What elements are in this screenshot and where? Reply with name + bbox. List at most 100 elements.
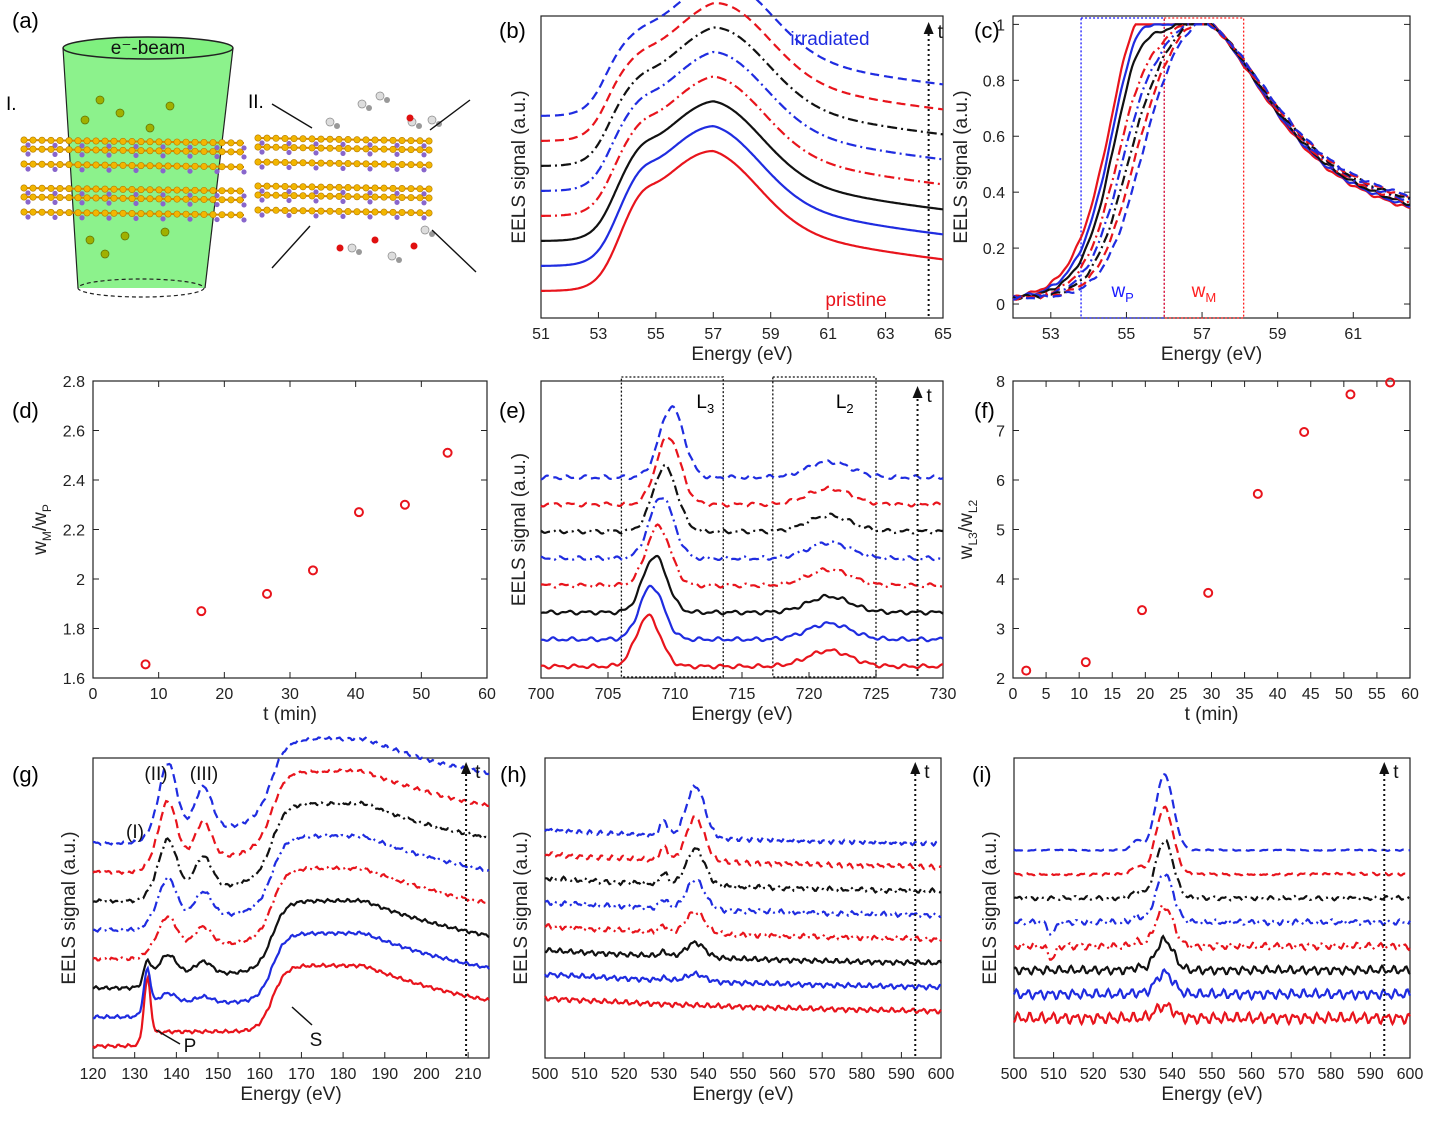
p-atom [254,182,262,190]
p-atom [101,137,109,145]
p-atom [173,186,181,194]
window-label-P: wP [1110,281,1133,305]
metal-atom [79,215,85,221]
metal-atom [214,201,220,208]
p-atom [263,206,271,214]
series-line-8 [540,0,944,117]
x-tick-label: 590 [888,1066,915,1083]
p-atom [20,145,28,153]
p-atom [218,139,226,147]
metal-atom [286,188,292,195]
series-line-7 [1013,805,1411,877]
p-atom [164,162,172,170]
p-atom [20,208,28,216]
metal-atom [340,189,346,196]
x-tick-label: 40 [347,686,365,703]
series-line-3 [544,939,942,967]
p-atom [299,192,307,200]
sulfur-atom [160,227,170,237]
p-atom [137,138,145,146]
p-atom [227,139,235,147]
p-atom [398,184,406,192]
p-atom [47,145,55,153]
p-atom [65,137,73,145]
p-atom [74,185,82,193]
p-atom [353,145,361,153]
series-line-7 [92,768,490,876]
p-atom [110,185,118,193]
p-atom [371,136,379,144]
p-atom [218,148,226,156]
p-atom [101,185,109,193]
data-point [1080,657,1091,668]
p-atom [146,162,154,170]
window-label-M: wM [1191,281,1217,305]
x-tick-label: 190 [371,1066,398,1083]
metal-atom [340,165,346,172]
x-axis-label: Energy (eV) [691,344,792,365]
series-line-2 [540,584,944,643]
p-atom [272,143,280,151]
time-arrow-head [461,762,472,774]
p-atom [281,134,289,142]
x-tick-label: 715 [729,686,756,703]
p-atom [362,136,370,144]
time-arrow-label: t [475,762,481,783]
p-atom [317,159,325,167]
metal-atom [241,154,247,160]
p-atom [182,195,190,203]
metal-atom [259,197,265,203]
p-atom [119,161,127,169]
metal-atom [160,201,166,207]
p-atom [65,209,73,217]
data-point [1299,426,1310,437]
x-tick-label: 130 [121,1066,148,1083]
p-atom [128,194,136,202]
annotation-irradiated: irradiated [790,29,869,50]
p-atom [83,161,91,169]
y-tick-label: 6 [996,473,1005,490]
p-atom [308,144,316,152]
series-line-7 [541,2,944,142]
x-tick-label: 570 [1278,1066,1305,1083]
series-line-7 [1012,23,1411,301]
p-atom [353,184,361,192]
metal-atom [259,188,265,194]
x-axis-label: Energy (eV) [692,1084,793,1105]
p-atom [353,160,361,168]
series-line-1 [541,149,944,292]
hydrocarbon-atom [356,249,362,255]
y-tick-label: 2 [76,572,85,589]
p-atom [155,147,163,155]
series-line-8 [544,784,942,848]
p-atom [272,182,280,190]
p-atom [83,194,91,202]
p-atom [92,161,100,169]
x-tick-label: 30 [281,686,299,703]
data-point [1252,488,1263,499]
p-atom [326,144,334,152]
p-atom [407,146,415,154]
series-line-1 [544,995,942,1016]
panel-label-d: (d) [12,398,39,423]
x-tick-label: 140 [163,1066,190,1083]
metal-atom [160,144,166,150]
p-atom [254,191,262,199]
metal-atom [394,199,400,205]
sulfur-atom [115,108,125,118]
panel-g: 120 130 140 150 160 170 180 190 200 210 Energy (eV… [59,735,490,1105]
p-atom [371,193,379,201]
x-axis-label: Energy (eV) [1161,344,1262,365]
x-tick-label: 0 [89,686,98,703]
p-atom [110,161,118,169]
metal-atom [214,216,220,223]
metal-atom [259,212,265,218]
metal-atom [313,141,319,147]
hydrocarbon-atom [366,105,372,111]
y-tick-label: 0.8 [983,73,1005,90]
panel-e: 700 705 710 715 720 725 730 Energy (eV) EELS sig… [509,376,956,725]
p-atom [299,135,307,143]
p-atom [155,210,163,218]
data-point [307,565,318,576]
plot-frame [544,757,942,1059]
